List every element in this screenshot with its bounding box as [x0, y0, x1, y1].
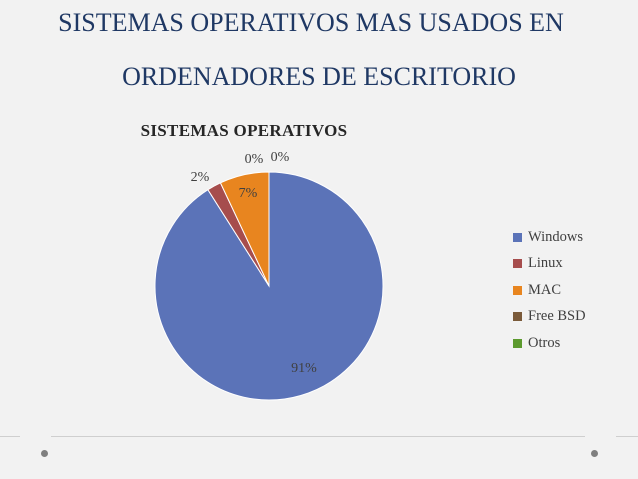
chart-title-text: SISTEMAS OPERATIVOS [140, 121, 348, 140]
legend-label: Linux [528, 255, 563, 272]
legend-item-windows: Windows [513, 224, 586, 251]
decorative-dot-right [591, 450, 598, 457]
decorative-line-left [0, 436, 20, 437]
legend-swatch [513, 285, 522, 295]
legend-swatch [513, 312, 522, 322]
legend-swatch [513, 232, 522, 242]
chart-title: SISTEMAS OPERATIVOS [0, 121, 638, 141]
slide-title-line-2: ORDENADORES DE ESCRITORIO [122, 62, 516, 91]
chart-legend: Windows Linux MAC Free BSD Otros [513, 224, 586, 357]
legend-label: Otros [528, 334, 561, 351]
data-label-free-bsd: 0% [245, 152, 264, 167]
legend-item-linux: Linux [513, 251, 586, 278]
legend-swatch [513, 259, 522, 269]
decorative-dot-left [41, 450, 48, 457]
data-label-otros: 0% [271, 150, 290, 165]
legend-item-mac: MAC [513, 277, 586, 304]
legend-label: Windows [528, 228, 583, 245]
decorative-line-right [616, 436, 638, 437]
legend-item-otros: Otros [513, 330, 586, 357]
data-label-mac: 7% [239, 186, 258, 201]
decorative-line [51, 436, 585, 437]
data-label-windows: 91% [291, 361, 317, 376]
legend-swatch [513, 338, 522, 348]
data-label-linux: 2% [191, 170, 210, 185]
slide-title-line-1: SISTEMAS OPERATIVOS MAS USADOS EN [58, 8, 564, 37]
pie-slice-mac [219, 171, 270, 287]
legend-label: Free BSD [528, 308, 586, 325]
legend-label: MAC [528, 281, 562, 298]
legend-item-free-bsd: Free BSD [513, 304, 586, 331]
